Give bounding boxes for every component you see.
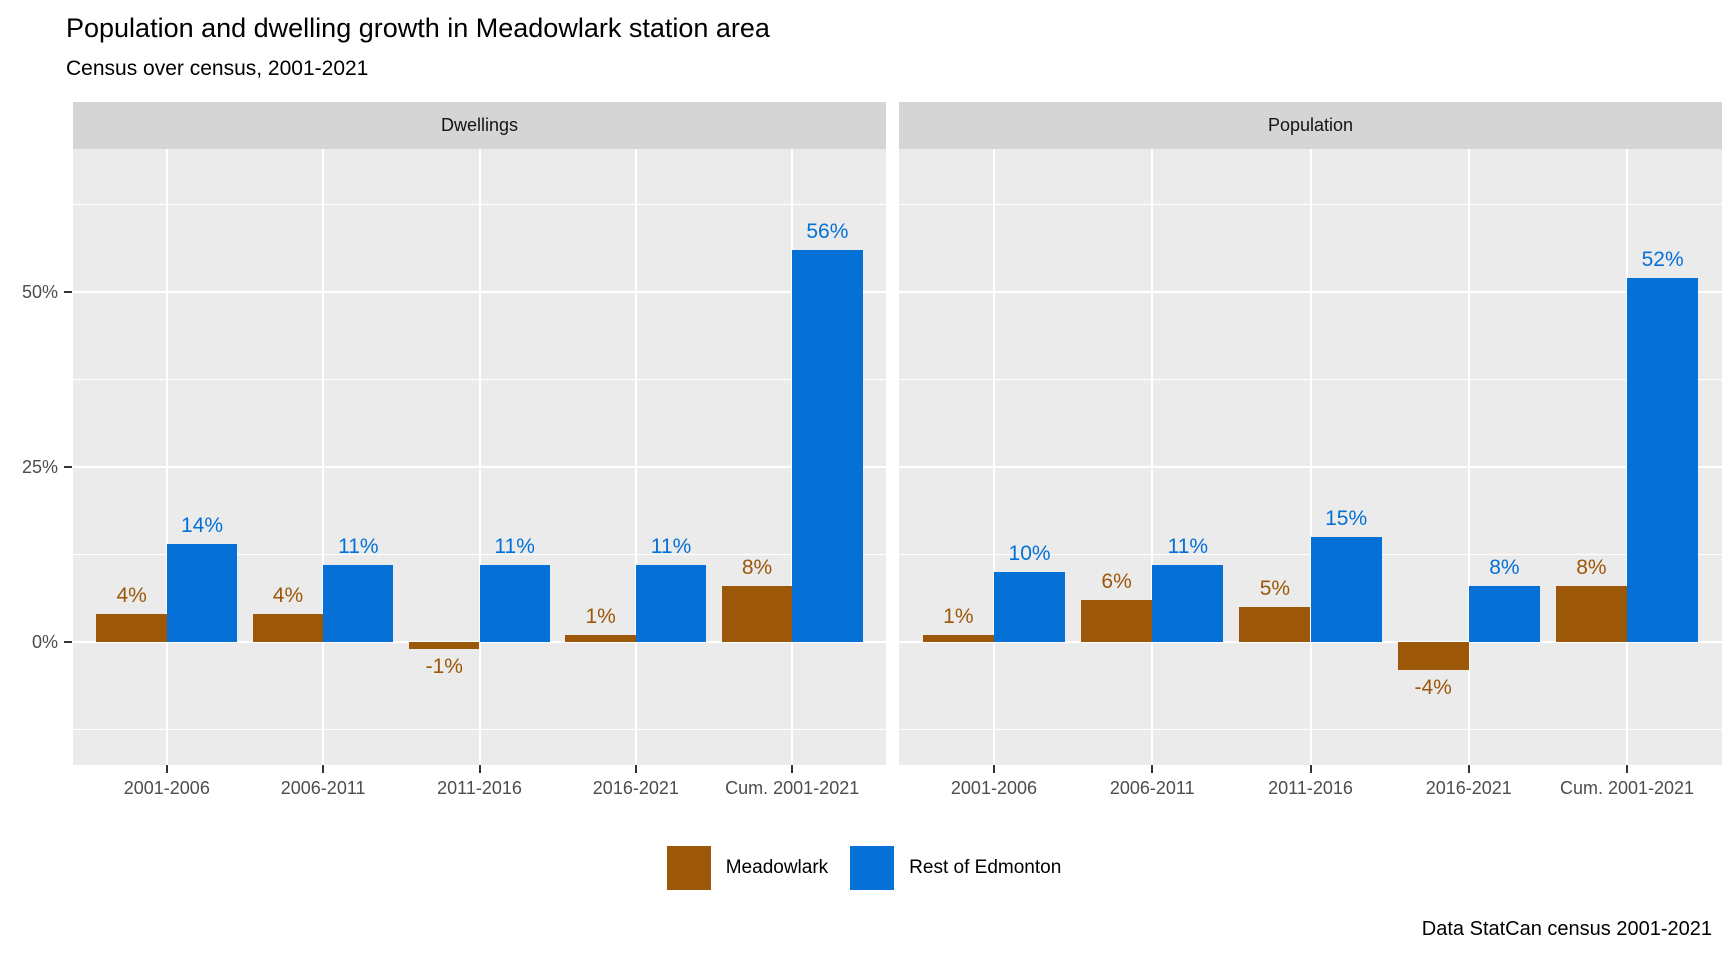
bar-rest-of-edmonton xyxy=(993,571,1066,642)
x-tick-mark xyxy=(791,765,794,773)
bar-meadowlark xyxy=(721,585,793,642)
bar-meadowlark xyxy=(1555,585,1628,642)
x-tick-mark xyxy=(1626,765,1629,773)
bar-rest-of-edmonton xyxy=(792,249,863,642)
gridline-vertical xyxy=(1309,149,1312,765)
bar-meadowlark xyxy=(922,634,994,642)
gridline-vertical xyxy=(478,149,481,765)
bar-value-label: 6% xyxy=(1101,569,1132,593)
bar-rest-of-edmonton xyxy=(635,564,707,642)
bar-rest-of-edmonton xyxy=(323,564,394,642)
facet-strip-label: Dwellings xyxy=(440,115,519,135)
facet-strip-dwellings: Dwellings xyxy=(73,102,886,149)
y-tick-mark xyxy=(64,465,72,468)
y-tick-mark xyxy=(64,640,72,643)
bar-value-label: 11% xyxy=(494,534,535,558)
gridline-vertical xyxy=(992,149,995,765)
bar-rest-of-edmonton xyxy=(1468,585,1540,642)
facet-strip-label: Population xyxy=(1267,115,1354,135)
bar-rest-of-edmonton xyxy=(1627,277,1699,642)
bar-value-label: 56% xyxy=(806,219,849,243)
panel-population: 1% 6% 5% -4% 8% 10% 11% 15% 8% 52% xyxy=(899,149,1722,765)
x-axis-label: 2011-2016 xyxy=(437,778,522,798)
bar-value-label: 8% xyxy=(741,555,773,579)
bar-value-label: 11% xyxy=(1167,534,1209,558)
bar-value-label: 15% xyxy=(1325,506,1368,530)
legend-label: Rest of Edmonton xyxy=(909,857,1062,878)
x-axis-label: 2006-2011 xyxy=(280,778,366,798)
bar-value-label: -4% xyxy=(1414,675,1452,699)
legend-item-meadowlark: Meadowlark xyxy=(666,846,829,890)
x-axis-label: Cum. 2001-2021 xyxy=(725,778,860,798)
bar-meadowlark xyxy=(409,641,480,649)
legend-label: Meadowlark xyxy=(725,857,829,878)
facet-strip-population: Population xyxy=(899,102,1722,149)
bar-rest-of-edmonton xyxy=(1310,536,1382,642)
bar-rest-of-edmonton xyxy=(1152,564,1224,642)
bar-meadowlark xyxy=(1081,599,1153,642)
x-tick-mark xyxy=(1309,765,1312,773)
bar-rest-of-edmonton xyxy=(479,564,550,642)
chart-subtitle: Census over census, 2001-2021 xyxy=(66,57,369,80)
x-tick-mark xyxy=(165,765,168,773)
bar-meadowlark xyxy=(565,634,636,642)
chart-title: Population and dwelling growth in Meadow… xyxy=(66,13,770,43)
legend: Meadowlark Rest of Edmonton xyxy=(0,846,1728,890)
x-tick-mark xyxy=(634,765,637,773)
bar-meadowlark xyxy=(1397,641,1469,670)
bar-value-label: 10% xyxy=(1008,541,1051,565)
y-tick-mark xyxy=(64,290,72,293)
x-tick-mark xyxy=(1151,765,1154,773)
legend-swatch xyxy=(850,846,895,890)
x-axis-label: 2001-2006 xyxy=(123,778,210,798)
gridline-vertical xyxy=(634,149,637,765)
y-axis-label: 0% xyxy=(31,631,58,652)
legend-item-rest-of-edmonton: Rest of Edmonton xyxy=(850,846,1061,890)
x-axis-label: 2001-2006 xyxy=(950,778,1037,798)
x-tick-mark xyxy=(322,765,325,773)
x-axis-label: 2006-2011 xyxy=(1109,778,1195,798)
bar-value-label: 14% xyxy=(180,513,223,537)
x-axis-label: Cum. 2001-2021 xyxy=(1559,778,1695,798)
bar-value-label: 8% xyxy=(1489,555,1520,579)
x-tick-mark xyxy=(478,765,481,773)
gridline-vertical xyxy=(165,149,168,765)
x-tick-mark xyxy=(992,765,995,773)
chart-caption: Data StatCan census 2001-2021 xyxy=(1421,918,1712,940)
bar-value-label: 8% xyxy=(1576,555,1607,579)
gridline-vertical xyxy=(322,149,325,765)
x-axis-label: 2016-2021 xyxy=(1425,778,1512,798)
bar-value-label: 1% xyxy=(943,604,974,628)
panel-dwellings: 4% 4% -1% 1% 8% 14% 11% 11% 11% 56% xyxy=(73,149,886,765)
bar-meadowlark xyxy=(1239,606,1311,642)
bar-value-label: 11% xyxy=(338,534,379,558)
bar-meadowlark xyxy=(96,613,167,642)
bar-value-label: 4% xyxy=(116,583,147,607)
bar-meadowlark xyxy=(252,613,324,642)
x-tick-mark xyxy=(1467,765,1470,773)
bar-value-label: 52% xyxy=(1641,247,1684,271)
gridline-vertical xyxy=(1467,149,1470,765)
bar-value-label: 4% xyxy=(272,583,304,607)
y-axis-label: 25% xyxy=(21,456,58,477)
bar-value-label: 5% xyxy=(1259,576,1291,600)
x-axis-label: 2011-2016 xyxy=(1268,778,1353,798)
gridline-vertical xyxy=(1151,149,1154,765)
y-axis-label: 50% xyxy=(21,281,58,302)
bar-value-label: 11% xyxy=(650,534,692,558)
bar-value-label: -1% xyxy=(425,654,463,678)
legend-swatch xyxy=(666,846,711,890)
bar-value-label: 1% xyxy=(585,604,616,628)
x-axis-label: 2016-2021 xyxy=(592,778,679,798)
bar-rest-of-edmonton xyxy=(166,543,238,642)
